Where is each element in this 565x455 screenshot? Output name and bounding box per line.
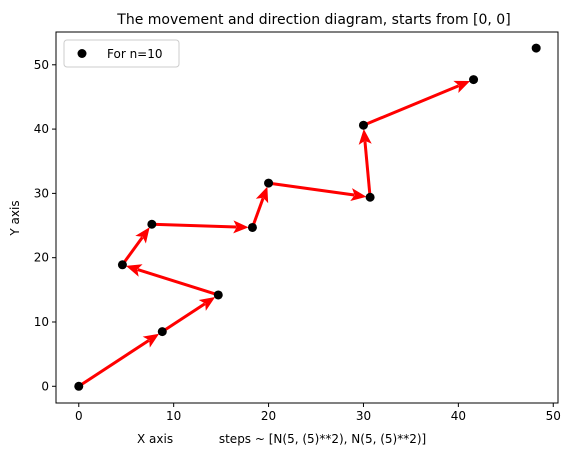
legend-label: For n=10 bbox=[107, 47, 163, 61]
movement-arrow bbox=[362, 80, 471, 127]
y-tick-label: 50 bbox=[34, 58, 49, 72]
movement-arrow bbox=[125, 264, 219, 297]
data-point bbox=[365, 192, 375, 202]
arrow-layer bbox=[77, 80, 471, 388]
arrow-shaft bbox=[77, 339, 150, 388]
arrow-shaft bbox=[363, 141, 372, 198]
x-tick-label: 0 bbox=[75, 409, 83, 423]
arrow-shaft bbox=[251, 197, 265, 228]
y-axis-label: Y axis bbox=[8, 200, 22, 236]
movement-arrow bbox=[77, 333, 160, 388]
data-point bbox=[247, 222, 257, 232]
data-point bbox=[74, 381, 84, 391]
movement-arrow bbox=[251, 186, 269, 228]
y-tick-label: 10 bbox=[34, 315, 49, 329]
x-tick-label: 40 bbox=[451, 409, 466, 423]
x-tick-label: 30 bbox=[356, 409, 371, 423]
arrow-shaft bbox=[151, 222, 237, 229]
arrow-head bbox=[358, 128, 372, 145]
arrow-head bbox=[453, 80, 471, 93]
arrow-head bbox=[350, 188, 367, 202]
movement-arrow bbox=[358, 128, 372, 198]
data-point bbox=[531, 43, 541, 53]
x-tick-label: 20 bbox=[261, 409, 276, 423]
data-point bbox=[117, 260, 127, 270]
arrow-shaft bbox=[362, 84, 460, 127]
point-layer bbox=[74, 43, 541, 391]
data-point bbox=[213, 290, 223, 300]
data-point bbox=[157, 327, 167, 337]
arrow-head bbox=[135, 227, 150, 244]
movement-arrow bbox=[161, 296, 216, 333]
arrow-head bbox=[142, 333, 160, 348]
arrow-head bbox=[233, 220, 249, 234]
y-tick-label: 20 bbox=[34, 251, 49, 265]
axes-frame bbox=[55, 31, 559, 404]
data-point bbox=[469, 75, 479, 85]
y-tick-label: 40 bbox=[34, 122, 49, 136]
arrow-shaft bbox=[137, 268, 219, 297]
legend-box bbox=[63, 39, 180, 68]
x-tick-label: 50 bbox=[546, 409, 561, 423]
x-axis-label: X axis steps ~ [N(5, (5)**2), N(5, (5)**… bbox=[137, 432, 426, 446]
data-point bbox=[358, 120, 368, 130]
legend: For n=10 bbox=[63, 39, 180, 68]
data-point bbox=[147, 219, 157, 229]
data-point bbox=[264, 178, 274, 188]
arrow-head bbox=[198, 296, 216, 311]
movement-arrow bbox=[151, 220, 249, 234]
arrow-shaft bbox=[121, 236, 144, 266]
movement-arrow bbox=[268, 181, 367, 202]
movement-arrow bbox=[121, 227, 150, 266]
arrow-shaft bbox=[161, 302, 206, 333]
arrow-head bbox=[125, 264, 143, 277]
y-tick-label: 0 bbox=[41, 379, 49, 393]
arrow-head bbox=[255, 186, 269, 204]
tick-layer: 0 10 20 30 40 50 0 10 20 30 40 50 bbox=[34, 58, 561, 423]
chart-title: The movement and direction diagram, star… bbox=[116, 12, 510, 28]
x-tick-label: 10 bbox=[166, 409, 181, 423]
y-tick-label: 30 bbox=[34, 186, 49, 200]
legend-marker bbox=[77, 49, 87, 58]
arrow-shaft bbox=[268, 181, 355, 197]
